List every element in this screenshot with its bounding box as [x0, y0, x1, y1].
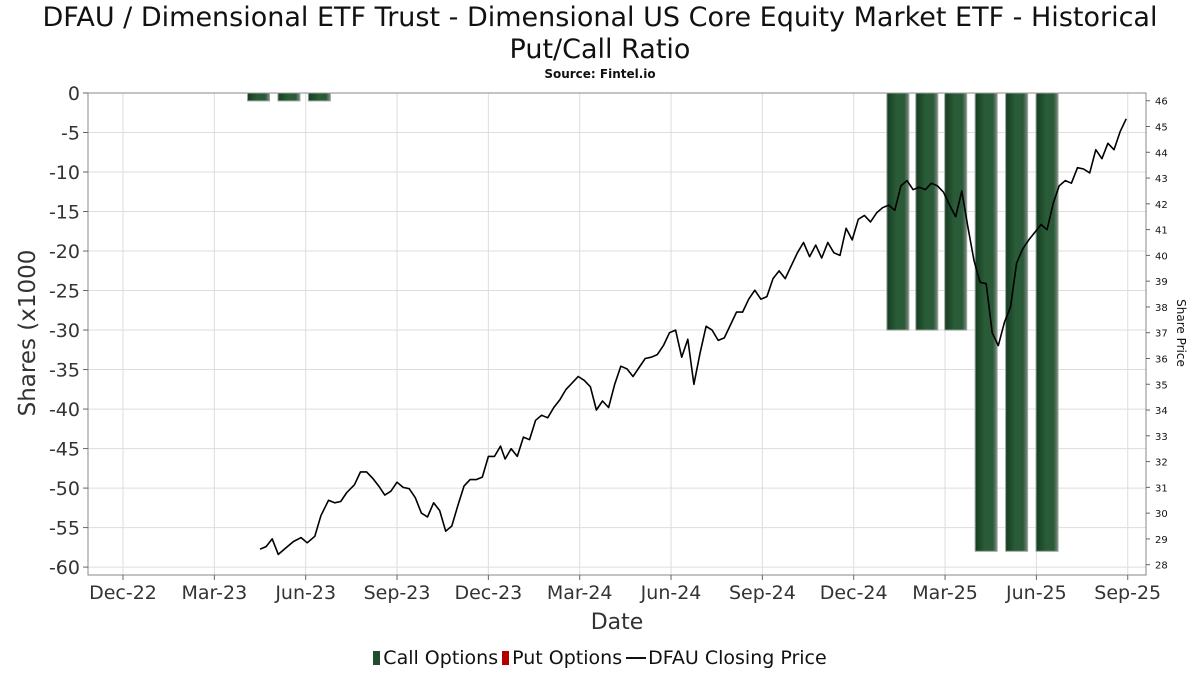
y2-tick-label: 43	[1155, 174, 1168, 185]
y-axis-ticks: 0 -5 -10 -15 -20 -25 -30 -35 -40 -45 -50 -55 -60	[49, 83, 88, 579]
y2-tick-label: 36	[1155, 354, 1168, 365]
x-tick-label: Jun-23	[274, 582, 336, 604]
y-axis-label: Shares (x1000	[15, 250, 41, 417]
legend-item-put[interactable]: Put Options	[502, 647, 622, 669]
price-line-group	[259, 118, 1127, 556]
grid-lines	[88, 92, 1146, 575]
y-tick-label: -15	[49, 202, 80, 224]
y2-axis-ticks: 28 29 30 31 32 33 34 35 36 37 38 39 40 41 42 43 44 45 46	[1146, 97, 1168, 572]
legend-swatch-put	[502, 651, 510, 665]
x-tick-label: Dec-22	[89, 582, 157, 604]
y-tick-label: -45	[49, 439, 80, 461]
legend-label-price: DFAU Closing Price	[648, 647, 827, 669]
legend-item-price[interactable]: DFAU Closing Price	[626, 647, 827, 669]
y2-tick-label: 31	[1155, 483, 1168, 494]
x-tick-label: Mar-24	[547, 582, 613, 604]
y-tick-label: -50	[49, 478, 80, 500]
call-bar	[886, 92, 910, 331]
legend-label-call: Call Options	[383, 647, 499, 669]
y2-tick-label: 29	[1155, 535, 1168, 546]
call-bar	[277, 92, 301, 102]
y2-axis-label: Share Price	[1174, 299, 1188, 367]
y2-tick-label: 30	[1155, 509, 1168, 520]
y2-tick-label: 42	[1155, 200, 1168, 211]
y-tick-label: -60	[49, 557, 80, 579]
x-tick-label: Jun-25	[1005, 582, 1067, 604]
call-bar	[307, 92, 331, 102]
x-axis-label: Date	[591, 610, 644, 635]
y-tick-label: -55	[49, 518, 80, 540]
y2-tick-label: 41	[1155, 226, 1168, 237]
call-bar	[246, 92, 270, 102]
y2-tick-label: 39	[1155, 277, 1168, 288]
y2-tick-label: 28	[1155, 561, 1168, 572]
y2-tick-label: 35	[1155, 380, 1168, 391]
x-tick-label: Sep-24	[729, 582, 796, 604]
y2-tick-label: 33	[1155, 432, 1168, 443]
y2-tick-label: 44	[1155, 148, 1168, 159]
call-bar	[915, 92, 939, 331]
chart-title: DFAU / Dimensional ETF Trust - Dimension…	[42, 2, 1158, 65]
x-tick-label: Sep-25	[1094, 582, 1161, 604]
x-tick-label: Jun-24	[640, 582, 702, 604]
y2-tick-label: 45	[1155, 123, 1168, 134]
legend-swatch-price	[626, 657, 647, 659]
x-tick-label: Sep-23	[364, 582, 431, 604]
legend: Call Options Put Options DFAU Closing Pr…	[0, 647, 1200, 669]
y-tick-label: -25	[49, 281, 80, 303]
call-option-bars	[246, 92, 1059, 552]
x-tick-label: Dec-24	[820, 582, 888, 604]
y-tick-label: -20	[49, 241, 80, 263]
y-tick-label: -10	[49, 162, 80, 184]
legend-item-call[interactable]: Call Options	[373, 647, 498, 669]
call-bar	[1035, 92, 1059, 552]
put-call-chart: 0-5-10-15-20-25-30-35-40-45-50-55-60 282…	[15, 83, 1188, 635]
y-tick-label: 0	[68, 83, 80, 105]
y2-tick-label: 37	[1155, 329, 1168, 340]
legend-label-put: Put Options	[512, 647, 623, 669]
y-tick-label: -35	[49, 360, 80, 382]
x-tick-label: Dec-23	[454, 582, 522, 604]
x-axis-ticks: Dec-22 Mar-23 Jun-23 Sep-23 Dec-23 Mar-24 Jun-…	[89, 575, 1161, 604]
y2-tick-label: 46	[1155, 97, 1168, 108]
x-tick-label: Mar-23	[182, 582, 248, 604]
call-bar	[944, 92, 968, 331]
y2-tick-label: 32	[1155, 458, 1168, 469]
x-tick-label: Mar-25	[912, 582, 978, 604]
y-tick-label: -30	[49, 320, 80, 342]
price-line	[259, 118, 1127, 556]
y2-tick-label: 34	[1155, 406, 1168, 417]
chart-source: Source: Fintel.io	[544, 67, 656, 81]
legend-swatch-call	[373, 651, 381, 665]
call-bar	[974, 92, 998, 552]
call-bar	[1005, 92, 1029, 552]
y-tick-label: -40	[49, 399, 80, 421]
y2-tick-label: 38	[1155, 303, 1168, 314]
plot-frame	[87, 92, 1147, 576]
y-tick-label: -5	[61, 123, 80, 145]
y2-tick-label: 40	[1155, 251, 1168, 262]
